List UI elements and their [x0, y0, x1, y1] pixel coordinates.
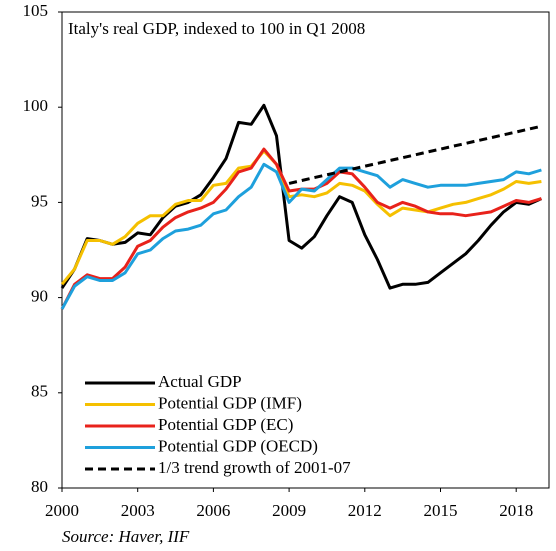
- y-tick-label: 90: [31, 287, 48, 306]
- x-tick-label: 2006: [196, 501, 230, 520]
- x-tick-label: 2012: [348, 501, 382, 520]
- x-tick-label: 2003: [121, 501, 155, 520]
- x-tick-label: 2015: [423, 501, 457, 520]
- y-tick-label: 95: [31, 191, 48, 210]
- source: Source: Haver, IIF: [62, 527, 190, 546]
- series-line: [60, 149, 542, 286]
- x-tick-label: 2018: [499, 501, 533, 520]
- y-tick-label: 85: [31, 382, 48, 401]
- y-tick-label: 100: [23, 96, 49, 115]
- plot-frame: [61, 11, 550, 489]
- legend-label: Potential GDP (OECD): [158, 436, 318, 455]
- legend-label: Actual GDP: [158, 372, 242, 391]
- series-line: [60, 103, 543, 290]
- series-line: [288, 124, 542, 185]
- series-line: [60, 162, 542, 310]
- x-tick-label: 2009: [272, 501, 306, 520]
- y-tick-label: 105: [23, 1, 49, 20]
- chart-title: Italy's real GDP, indexed to 100 in Q1 2…: [68, 19, 365, 38]
- legend-label: Potential GDP (EC): [158, 415, 293, 434]
- x-tick-label: 2000: [45, 501, 79, 520]
- y-tick-label: 80: [31, 477, 48, 496]
- legend-label: Potential GDP (IMF): [158, 393, 302, 412]
- legend-label: 1/3 trend growth of 2001-07: [158, 458, 351, 477]
